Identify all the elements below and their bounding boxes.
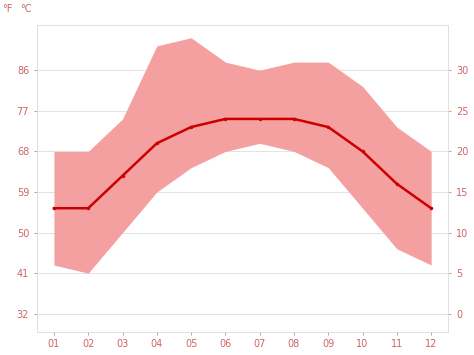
- Text: °C: °C: [20, 4, 32, 15]
- Text: °F: °F: [2, 4, 12, 15]
